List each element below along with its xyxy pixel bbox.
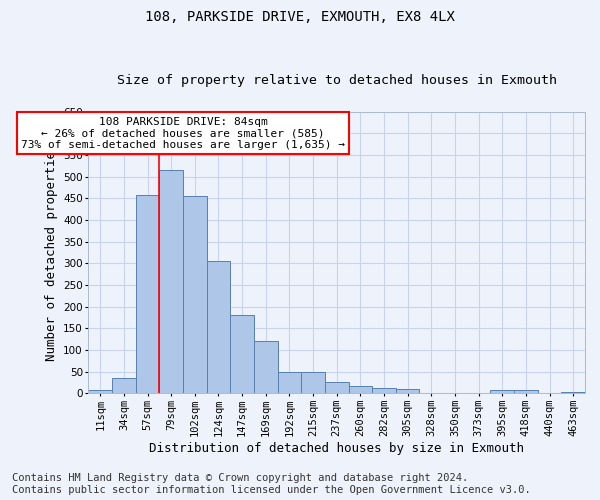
Bar	[206, 261, 230, 394]
Title: Size of property relative to detached houses in Exmouth: Size of property relative to detached ho…	[117, 74, 557, 87]
Bar	[514, 390, 538, 394]
Text: 108 PARKSIDE DRIVE: 84sqm
← 26% of detached houses are smaller (585)
73% of semi: 108 PARKSIDE DRIVE: 84sqm ← 26% of detac…	[21, 117, 345, 150]
Bar	[254, 342, 278, 394]
Bar	[88, 390, 112, 394]
Bar	[112, 378, 136, 394]
Bar	[562, 392, 585, 394]
Bar	[349, 386, 372, 394]
Text: 108, PARKSIDE DRIVE, EXMOUTH, EX8 4LX: 108, PARKSIDE DRIVE, EXMOUTH, EX8 4LX	[145, 10, 455, 24]
Bar	[301, 372, 325, 394]
Bar	[278, 372, 301, 394]
Bar	[136, 195, 160, 394]
Y-axis label: Number of detached properties: Number of detached properties	[44, 144, 58, 362]
Bar	[230, 316, 254, 394]
Bar	[372, 388, 396, 394]
Bar	[160, 170, 183, 394]
Bar	[490, 390, 514, 394]
Text: Contains HM Land Registry data © Crown copyright and database right 2024.
Contai: Contains HM Land Registry data © Crown c…	[12, 474, 531, 495]
Bar	[183, 196, 206, 394]
Bar	[325, 382, 349, 394]
Bar	[396, 390, 419, 394]
X-axis label: Distribution of detached houses by size in Exmouth: Distribution of detached houses by size …	[149, 442, 524, 455]
